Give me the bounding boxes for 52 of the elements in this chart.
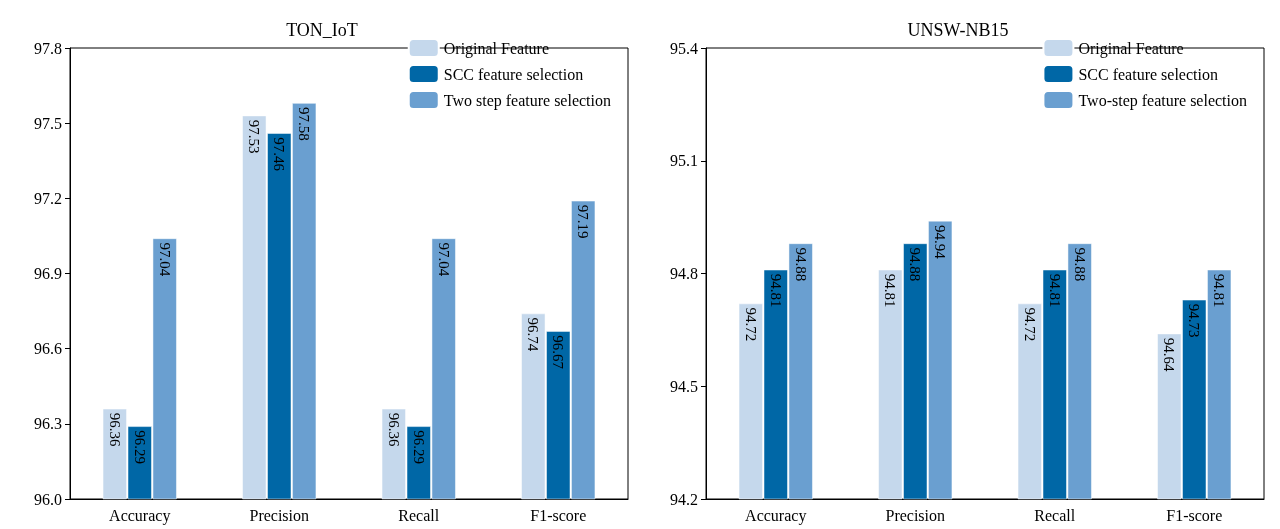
data-label: 94.88 — [907, 247, 924, 282]
legend-label: Original Feature — [1078, 39, 1184, 58]
y-tick-label: 97.5 — [34, 114, 62, 132]
data-label: 94.81 — [882, 273, 899, 308]
y-tick-label: 94.5 — [670, 377, 698, 395]
y-tick-label: 94.2 — [670, 490, 698, 508]
chart-title: TON_IoT — [286, 20, 358, 40]
data-label: 96.67 — [550, 335, 567, 370]
legend-label: Original Feature — [443, 39, 550, 58]
y-tick-label: 97.8 — [34, 39, 62, 57]
data-label: 97.46 — [271, 137, 288, 172]
data-label: 94.72 — [1021, 307, 1038, 342]
y-tick-label: 95.1 — [670, 152, 698, 170]
data-label: 96.74 — [525, 317, 542, 352]
y-tick-label: 96.6 — [34, 340, 62, 358]
data-label: 94.64 — [1161, 337, 1178, 372]
data-label: 97.04 — [435, 242, 452, 277]
data-label: 94.88 — [1071, 247, 1088, 282]
y-tick-label: 97.2 — [34, 189, 62, 207]
legend-label: Two-step feature selection — [1078, 91, 1248, 110]
data-label: 97.53 — [246, 119, 263, 154]
x-tick-label: F1-score — [530, 506, 587, 524]
y-tick-label: 96.0 — [34, 490, 62, 508]
legend-label: SCC feature selection — [443, 65, 584, 83]
data-label: 97.04 — [156, 242, 173, 277]
data-label: 94.88 — [792, 247, 809, 282]
y-tick-label: 94.8 — [670, 265, 698, 282]
data-label: 97.19 — [575, 204, 592, 239]
data-label: 94.81 — [1211, 273, 1228, 308]
y-tick-label: 96.3 — [34, 415, 62, 433]
chart-title: UNSW-NB15 — [907, 20, 1009, 40]
x-tick-label: Precision — [885, 506, 946, 524]
data-label: 94.72 — [742, 307, 759, 342]
x-tick-label: Recall — [1034, 506, 1076, 524]
y-tick-label: 95.4 — [670, 39, 698, 57]
data-label: 94.73 — [1186, 303, 1203, 338]
data-label: 97.58 — [296, 107, 313, 141]
x-tick-label: Precision — [249, 506, 310, 524]
x-tick-label: Accuracy — [109, 506, 171, 525]
legend-label: SCC feature selection — [1078, 65, 1218, 83]
x-tick-label: F1-score — [1166, 506, 1223, 524]
y-tick-label: 96.9 — [34, 265, 62, 282]
data-label: 94.94 — [932, 224, 949, 260]
x-tick-label: Accuracy — [745, 506, 807, 525]
legend-label: Two step feature selection — [443, 91, 612, 110]
data-label: 96.29 — [410, 430, 427, 465]
data-label: 96.36 — [385, 412, 402, 448]
x-tick-label: Recall — [398, 506, 440, 524]
data-label: 94.81 — [767, 273, 784, 308]
data-label: 96.36 — [106, 412, 123, 448]
data-label: 96.29 — [131, 430, 148, 465]
data-label: 94.81 — [1046, 273, 1063, 308]
